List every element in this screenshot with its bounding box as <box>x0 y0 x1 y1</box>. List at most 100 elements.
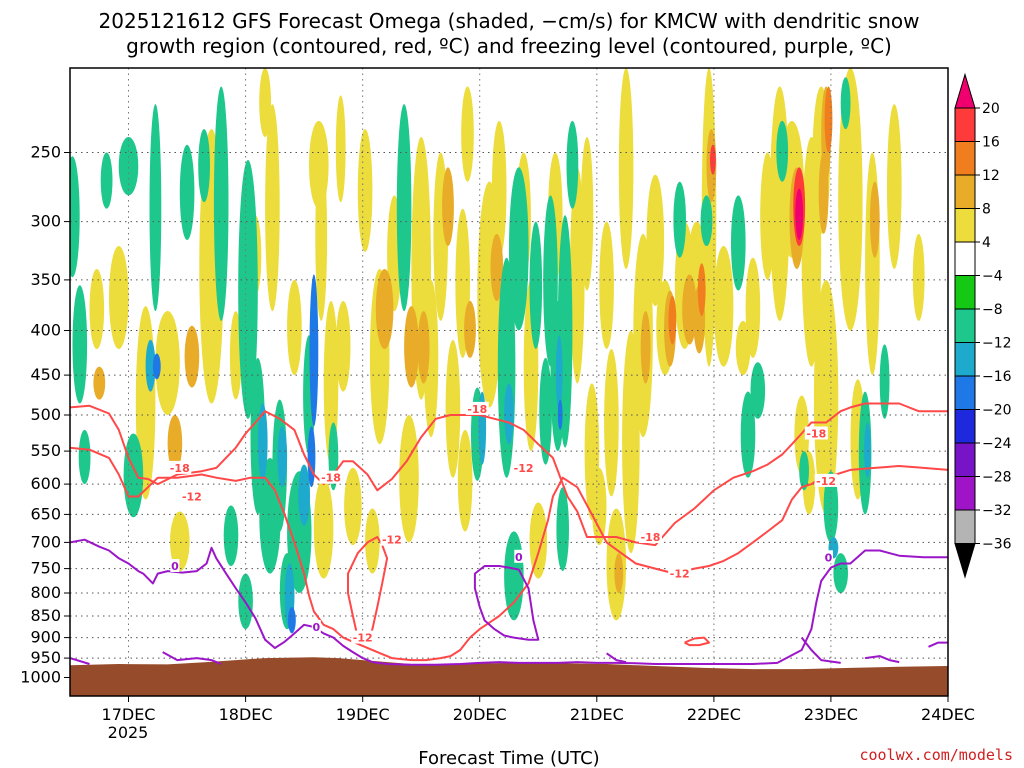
year-label: 2025 <box>108 723 149 742</box>
colorbar-segment <box>954 342 976 377</box>
colorbar-segment <box>954 275 976 310</box>
colorbar-tick-label: −16 <box>982 369 1012 385</box>
omega-cell <box>118 137 139 196</box>
omega-cell <box>307 426 316 488</box>
freezing-level-line <box>928 641 948 648</box>
omega-cell <box>417 311 430 384</box>
omega-cell <box>813 280 839 515</box>
omega-cell <box>257 403 268 481</box>
omega-cell <box>731 195 746 291</box>
omega-cell <box>315 152 328 321</box>
contour-label-bg <box>668 566 692 580</box>
omega-cell <box>491 120 507 258</box>
y-tick-label: 250 <box>30 143 61 162</box>
credit-link[interactable]: coolwx.com/models <box>859 746 1013 764</box>
omega-cell <box>155 311 180 415</box>
contour-label-bg <box>514 549 524 563</box>
omega-cell <box>864 422 871 478</box>
colorbar-segment <box>954 241 976 276</box>
y-tick-label: 700 <box>30 532 61 551</box>
x-axis-label: Forecast Time (UTC) <box>418 748 599 768</box>
omega-cell <box>335 301 351 392</box>
contour-label-bg <box>380 532 404 546</box>
contour-label: 0 <box>171 560 179 573</box>
contour-labels: -18 -12 -18 -12 -12 -18 -12 -18 -12 -18 -12 0 0 0 0 <box>168 401 838 645</box>
omega-cell <box>184 325 200 388</box>
x-tick-label: 18DEC <box>219 705 273 724</box>
x-tick-label: 23DEC <box>804 705 858 724</box>
contour-label: -12 <box>353 632 373 645</box>
dgz-isotherm-line <box>347 536 389 643</box>
omega-cell <box>840 77 851 130</box>
omega-cell <box>404 306 419 388</box>
omega-cell <box>824 86 833 153</box>
omega-cell <box>556 487 569 571</box>
contour-label-bg <box>311 620 321 633</box>
y-tick-label: 950 <box>30 648 61 667</box>
omega-cell <box>591 467 607 546</box>
colorbar-tick-label: 16 <box>982 135 1000 151</box>
colorbar-segment <box>954 141 976 176</box>
omega-cell <box>93 366 106 400</box>
colorbar-segment <box>954 107 976 142</box>
omega-cell <box>309 274 319 427</box>
omega-cell <box>646 174 665 306</box>
omega-cell <box>170 511 190 572</box>
omega-cell <box>750 362 766 419</box>
colorbar-tick-label: −20 <box>982 403 1012 419</box>
contour-label: -12 <box>514 462 534 475</box>
omega-cell <box>198 129 211 203</box>
omega-cell <box>396 104 412 312</box>
colorbar: 20 16 12 8 4 −4 −8 −12 −16 −20 −24 −28 −32 −36 <box>954 72 1012 579</box>
colorbar-segment <box>954 308 976 343</box>
omega-cell <box>618 68 634 269</box>
omega-cell <box>799 451 809 491</box>
colorbar-tick-label: −36 <box>982 537 1012 553</box>
omega-cell <box>504 383 514 445</box>
omega-cell <box>287 279 302 376</box>
contour-label: 0 <box>825 551 833 564</box>
omega-cell <box>614 553 624 594</box>
colorbar-tick-label: 8 <box>982 202 991 218</box>
omega-cell <box>145 339 156 392</box>
omega-cell <box>149 104 162 312</box>
contour-label: -12 <box>382 534 402 547</box>
x-tick-label: 22DEC <box>687 705 741 724</box>
colorbar-tick-label: 4 <box>982 235 991 251</box>
omega-cell <box>213 86 229 321</box>
contour-label: -18 <box>467 403 487 416</box>
omega-cell <box>100 152 113 209</box>
omega-cell <box>344 467 362 546</box>
y-tick-label: 800 <box>30 583 61 602</box>
freezing-level-line <box>800 636 841 664</box>
colorbar-tick-label: −28 <box>982 470 1012 486</box>
colorbar-segment <box>954 208 976 243</box>
omega-cell <box>167 415 183 472</box>
y-tick-label: 450 <box>30 365 61 384</box>
terrain-fill <box>70 657 948 696</box>
dgz-isotherm-line <box>70 446 948 662</box>
omega-cell <box>668 295 677 345</box>
y-tick-label: 600 <box>30 474 61 493</box>
omega-cell <box>288 607 296 634</box>
y-tick-label: 550 <box>30 441 61 460</box>
omega-cell <box>72 285 88 404</box>
omega-cell <box>123 433 144 518</box>
colorbar-segment <box>954 409 976 444</box>
omega-cell <box>461 86 474 182</box>
omega-cell <box>490 234 504 301</box>
omega-cell <box>823 471 839 543</box>
omega-cell <box>375 269 394 349</box>
plot-frame <box>69 67 949 697</box>
omega-cell <box>869 181 880 258</box>
colorbar-segment <box>954 375 976 410</box>
colorbar-segment <box>954 442 976 477</box>
freezing-level-line <box>864 655 900 664</box>
omega-cell <box>879 344 890 419</box>
contour-label-bg <box>168 460 192 474</box>
omega-cell <box>229 311 242 400</box>
terrain-layer <box>70 657 948 696</box>
omega-cell <box>740 391 756 478</box>
chart-title-line1: 2025121612 GFS Forecast Omega (shaded, −… <box>99 9 920 33</box>
omega-cell <box>442 167 454 246</box>
